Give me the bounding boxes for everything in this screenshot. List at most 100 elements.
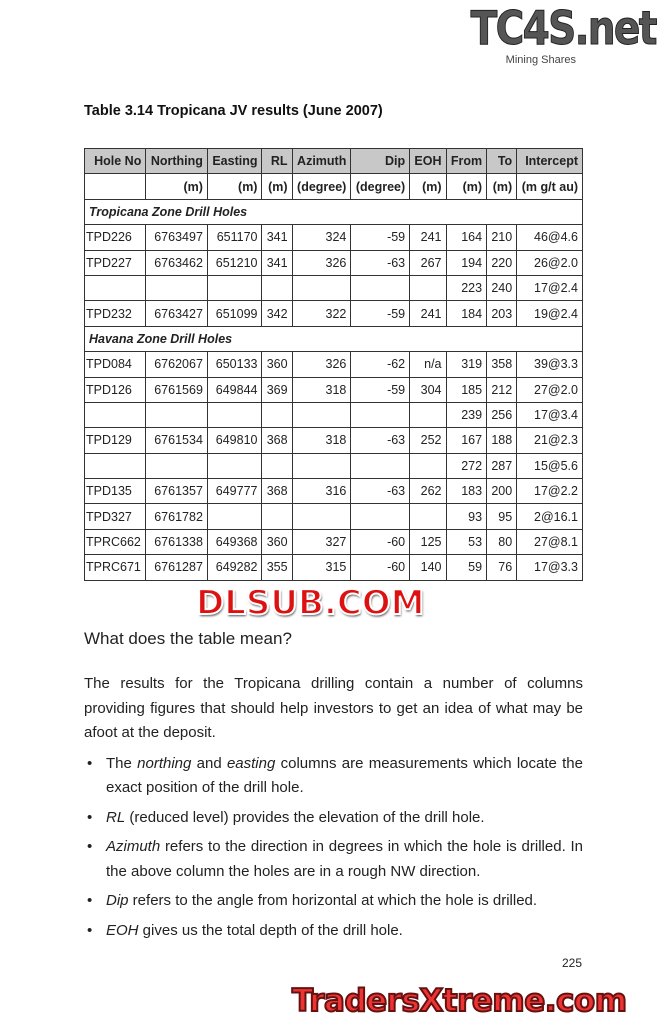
bullet-icon: •: [87, 808, 93, 826]
table-cell: 651210: [206, 249, 263, 276]
table-cell: 649282: [206, 554, 263, 581]
column-header: Northing: [145, 147, 208, 175]
table-cell: 95: [486, 503, 518, 530]
bullet-item: • Azimuth refers to the direction in degr…: [84, 835, 583, 884]
unit-cell: (m): [409, 173, 447, 200]
unit-cell: [83, 173, 147, 200]
table-cell: 19@2.4: [516, 300, 583, 327]
table-cell: 6762067: [145, 351, 208, 378]
table-cell: TPD126: [83, 376, 147, 403]
table-cell: 212: [486, 376, 518, 403]
table-cell: [261, 452, 293, 480]
table-cell: 167: [445, 427, 488, 454]
table-cell: 27@2.0: [516, 376, 583, 403]
table-cell: TPRC662: [83, 528, 147, 556]
table-cell: 200: [486, 478, 518, 505]
table-cell: 210: [486, 224, 518, 251]
unit-cell: (m): [261, 173, 293, 200]
table-cell: 220: [486, 249, 518, 276]
column-header: Intercept: [516, 147, 583, 175]
table-cell: TPRC671: [83, 554, 147, 581]
table-cell: -62: [350, 351, 411, 378]
column-header: Azimuth: [291, 147, 352, 175]
table-cell: 183: [445, 478, 488, 505]
table-row: 239 256 17@3.4: [83, 401, 583, 429]
table-cell: [409, 401, 447, 429]
table-cell: 326: [291, 249, 352, 276]
table-cell: 649368: [206, 528, 263, 556]
table-cell: [291, 401, 352, 429]
table-cell: 80: [486, 528, 518, 556]
table-cell: 360: [261, 528, 293, 556]
table-cell: 252: [409, 427, 447, 454]
table-cell: [261, 401, 293, 429]
table-cell: 93: [445, 503, 488, 530]
table-cell: [261, 503, 293, 530]
table-cell: TPD135: [83, 478, 147, 505]
column-header: Easting: [206, 147, 263, 175]
table-cell: 6763462: [145, 249, 208, 276]
bullet-item: • The northing and easting columns are me…: [84, 752, 583, 801]
table-cell: 6763427: [145, 300, 208, 327]
table-cell: -60: [350, 554, 411, 581]
table-cell: TPD084: [83, 351, 147, 378]
table-cell: n/a: [409, 351, 447, 378]
table-cell: -59: [350, 376, 411, 403]
table-caption: Table 3.14 Tropicana JV results (June 20…: [84, 103, 383, 119]
table-cell: 304: [409, 376, 447, 403]
table-cell: 649810: [206, 427, 263, 454]
section-row: Havana Zone Drill Holes: [84, 325, 583, 353]
table-cell: 223: [445, 274, 488, 302]
table-cell: 341: [261, 249, 293, 276]
text: columns are measurements which locate th…: [106, 754, 583, 797]
table-cell: 194: [445, 249, 488, 276]
header-row: Hole No Northing Easting RL Azimuth Dip EOH Fro…: [83, 147, 583, 175]
column-header: Dip: [350, 147, 411, 175]
table-cell: 27@8.1: [516, 528, 583, 556]
table-cell: 76: [486, 554, 518, 581]
table-cell: [145, 452, 208, 480]
table-cell: 6763497: [145, 224, 208, 251]
table-cell: -63: [350, 478, 411, 505]
table-cell: [291, 503, 352, 530]
table-cell: -59: [350, 224, 411, 251]
table-cell: 241: [409, 224, 447, 251]
table-cell: [350, 452, 411, 480]
table-cell: 17@2.4: [516, 274, 583, 302]
table-cell: [291, 452, 352, 480]
table-cell: 368: [261, 478, 293, 505]
table-row: TPD126 6761569 649844 369 318 -59 304 185 212 27@…: [83, 376, 583, 403]
table-cell: 17@3.4: [516, 401, 583, 429]
term: northing: [137, 754, 192, 772]
bullet-icon: •: [87, 838, 93, 855]
table-cell: -63: [350, 249, 411, 276]
table-cell: 164: [445, 224, 488, 251]
table-cell: [350, 401, 411, 429]
table-cell: 369: [261, 376, 293, 403]
unit-cell: (m): [206, 173, 263, 200]
table-cell: 360: [261, 351, 293, 378]
table-cell: [206, 452, 263, 480]
table-row: TPD226 6763497 651170 341 324 -59 241 164 210 46@…: [83, 224, 583, 251]
table-cell: [291, 274, 352, 302]
tc4s-logo: TC4S.net Mining Shares: [470, 1, 659, 67]
table-row: TPD327 6761782 93 95 2@16.1: [83, 503, 583, 530]
section-heading: What does the table mean?: [84, 629, 292, 648]
table-cell: [83, 452, 147, 480]
table-cell: 39@3.3: [516, 351, 583, 378]
table-cell: 6761287: [145, 554, 208, 581]
table-cell: -59: [350, 300, 411, 327]
unit-cell: (m g/t au): [516, 173, 583, 200]
table-row: 223 240 17@2.4: [83, 274, 583, 302]
table-cell: 315: [291, 554, 352, 581]
table-cell: 368: [261, 427, 293, 454]
table-cell: 322: [291, 300, 352, 327]
table-cell: TPD227: [83, 249, 147, 276]
table-cell: [145, 401, 208, 429]
table-cell: [409, 274, 447, 302]
table-cell: 140: [409, 554, 447, 581]
table-cell: 184: [445, 300, 488, 327]
table-cell: 240: [486, 274, 518, 302]
table-cell: 326: [291, 351, 352, 378]
term: Dip: [106, 892, 129, 909]
